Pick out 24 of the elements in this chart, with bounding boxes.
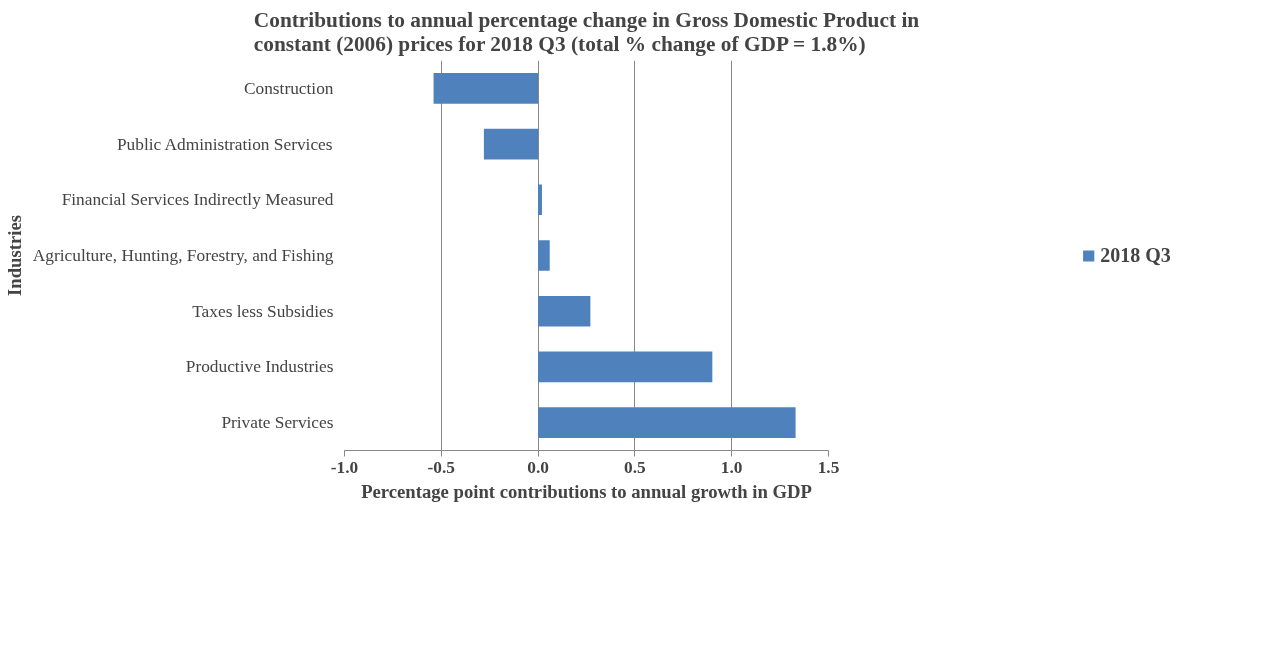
x-tick-label: 0.0 <box>527 457 549 477</box>
bar <box>538 295 591 327</box>
y-tick-label: Agriculture, Hunting, Forestry, and Fishing <box>32 246 334 265</box>
x-tick-label: 0.5 <box>624 457 647 477</box>
bar <box>433 73 539 104</box>
y-axis-title: Industries <box>3 215 25 296</box>
x-tick-label: -0.5 <box>427 457 456 477</box>
legend-label: 2018 Q3 <box>1100 243 1171 267</box>
y-tick-label: Financial Services Indirectly Measured <box>61 190 334 210</box>
y-tick-label: Private Services <box>221 413 334 433</box>
bar <box>538 351 713 383</box>
y-tick-label: Construction <box>243 78 334 98</box>
x-tick-label: -1.0 <box>330 457 359 477</box>
x-tick-label: 1.5 <box>817 457 840 477</box>
y-tick-label: Productive Industries <box>185 357 334 377</box>
x-axis-title: Percentage point contributions to annual growth in GDP <box>361 480 812 502</box>
chart-title: Contributions to annual percentage change in Gross Domestic Product in constant (2006) prices for 2018 Q3 (total % change of GDP = 1.8%) <box>253 7 920 56</box>
x-tick-label: 1.0 <box>720 457 743 477</box>
y-tick-label: Taxes less Subsidies <box>192 301 334 321</box>
bar <box>483 128 539 160</box>
y-tick-label: Public Administration Services <box>116 134 333 154</box>
bar <box>538 407 796 438</box>
bar <box>538 240 550 271</box>
bar <box>538 184 542 216</box>
